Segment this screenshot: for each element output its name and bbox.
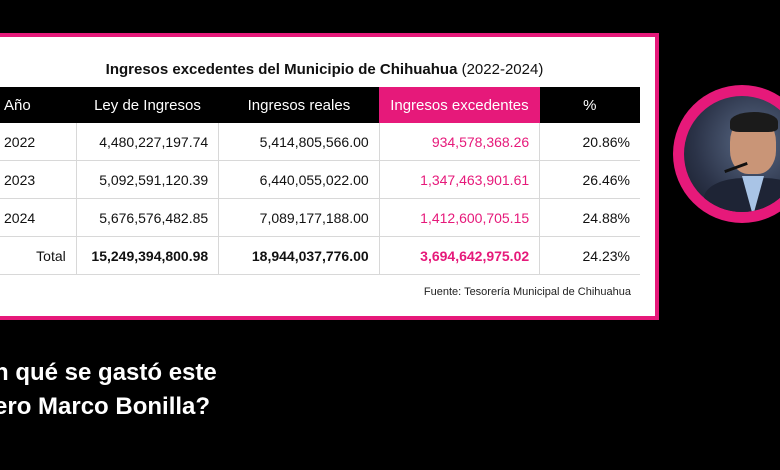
suit-shape: [704, 178, 780, 212]
cell-reales: 7,089,177,188.00: [218, 198, 380, 237]
speaker-photo: [684, 96, 780, 212]
table-title-years: (2022-2024): [461, 61, 544, 78]
caption: n qué se gastó este ero Marco Bonilla?: [0, 356, 217, 424]
table-row: 2022 4,480,227,197.74 5,414,805,566.00 9…: [0, 123, 640, 161]
table-row: 2023 5,092,591,120.39 6,440,055,022.00 1…: [0, 160, 640, 199]
cell-ley: 5,092,591,120.39: [76, 160, 220, 199]
cell-excedentes: 1,412,600,705.15: [379, 198, 541, 237]
table-header-row: Año Ley de Ingresos Ingresos reales Ingr…: [0, 87, 640, 123]
table-total-row: Total 15,249,394,800.98 18,944,037,776.0…: [0, 236, 640, 275]
revenue-table-card: Ingresos excedentes del Municipio de Chi…: [0, 33, 659, 320]
cell-excedentes: 934,578,368.26: [379, 123, 541, 161]
cell-total-label: Total: [0, 236, 77, 275]
cell-total-reales: 18,944,037,776.00: [218, 236, 380, 275]
cell-reales: 6,440,055,022.00: [218, 160, 380, 199]
header-reales: Ingresos reales: [218, 87, 380, 123]
cell-total-ley: 15,249,394,800.98: [76, 236, 220, 275]
cell-excedentes: 1,347,463,901.61: [379, 160, 541, 199]
cell-total-pct: 24.23%: [539, 236, 640, 275]
header-excedentes: Ingresos excedentes: [379, 87, 540, 123]
cell-ley: 4,480,227,197.74: [76, 123, 220, 161]
table-title-text: Ingresos excedentes del Municipio de Chi…: [105, 61, 458, 78]
cell-year: 2023: [0, 160, 77, 199]
caption-line-1: n qué se gastó este: [0, 359, 217, 386]
table-title: Ingresos excedentes del Municipio de Chi…: [0, 61, 655, 78]
cell-total-excedentes: 3,694,642,975.02: [379, 236, 541, 275]
cell-pct: 26.46%: [539, 160, 640, 199]
cell-pct: 20.86%: [539, 123, 640, 161]
header-pct: %: [539, 87, 640, 123]
revenue-table: Año Ley de Ingresos Ingresos reales Ingr…: [0, 87, 640, 275]
header-year: Año: [0, 87, 77, 123]
cell-year: 2024: [0, 198, 77, 237]
cell-pct: 24.88%: [539, 198, 640, 237]
header-ley: Ley de Ingresos: [76, 87, 219, 123]
avatar-ring: [673, 85, 780, 223]
table-row: 2024 5,676,576,482.85 7,089,177,188.00 1…: [0, 198, 640, 237]
caption-line-2: ero Marco Bonilla?: [0, 393, 211, 420]
cell-year: 2022: [0, 123, 77, 161]
hair-shape: [730, 112, 778, 132]
cell-reales: 5,414,805,566.00: [218, 123, 380, 161]
cell-ley: 5,676,576,482.85: [76, 198, 220, 237]
source-note: Fuente: Tesorería Municipal de Chihuahua: [423, 286, 631, 298]
